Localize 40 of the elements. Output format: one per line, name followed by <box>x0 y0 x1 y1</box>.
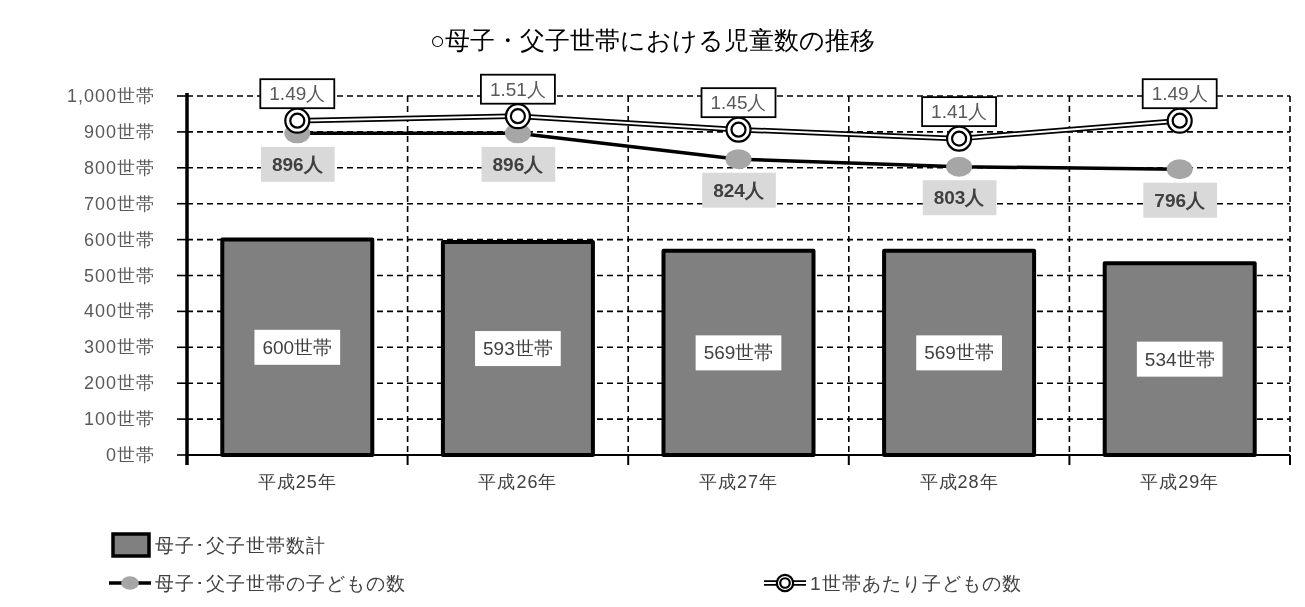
x-tick-label: 平成28年 <box>919 472 999 492</box>
point <box>725 116 752 143</box>
y-tick-label: 900世帯 <box>83 121 155 142</box>
y-tick-label: 700世帯 <box>83 193 155 214</box>
data-label: 1.49人 <box>1151 83 1208 105</box>
x-tick-label: 平成29年 <box>1140 472 1220 492</box>
data-label: 569世帯 <box>703 342 774 364</box>
y-tick-label: 500世帯 <box>83 265 155 286</box>
y-tick-label: 200世帯 <box>83 373 155 394</box>
point <box>1166 107 1193 134</box>
data-label: 1.51人 <box>489 78 546 100</box>
point <box>946 125 973 152</box>
y-tick-label: 800世帯 <box>83 157 155 178</box>
legend-label: 母子･父子世帯の子どもの数 <box>155 572 406 594</box>
data-label: 600世帯 <box>262 336 333 358</box>
y-tick-label: 300世帯 <box>83 337 155 358</box>
x-tick-label: 平成27年 <box>698 472 779 492</box>
data-label: 803人 <box>933 187 986 209</box>
data-label: 824人 <box>713 179 765 201</box>
x-tick-label: 平成26年 <box>478 472 558 492</box>
data-label: 593世帯 <box>483 338 553 360</box>
data-label: 534世帯 <box>1144 348 1215 370</box>
y-tick-label: 0世帯 <box>105 445 155 465</box>
data-label: 1.41人 <box>931 101 988 123</box>
point <box>284 107 311 134</box>
legend-label: 1世帯あたり子どもの数 <box>810 572 1022 594</box>
data-label: 569世帯 <box>924 342 994 364</box>
x-tick-label: 平成25年 <box>257 472 337 492</box>
data-label: 1.49人 <box>269 83 326 105</box>
y-tick-label: 400世帯 <box>83 301 155 322</box>
y-tick-label: 100世帯 <box>83 409 155 430</box>
title: ○母子・父子世帯における児童数の推移 <box>429 26 876 54</box>
data-label: 796人 <box>1154 189 1207 211</box>
data-label: 896人 <box>492 153 545 175</box>
point <box>504 103 531 130</box>
y-tick-label: 600世帯 <box>83 229 155 250</box>
y-tick-label: 1,000世帯 <box>66 86 155 106</box>
data-label: 1.45人 <box>710 92 767 114</box>
data-label: 896人 <box>271 153 324 175</box>
legend-label: 母子･父子世帯数計 <box>155 534 326 556</box>
